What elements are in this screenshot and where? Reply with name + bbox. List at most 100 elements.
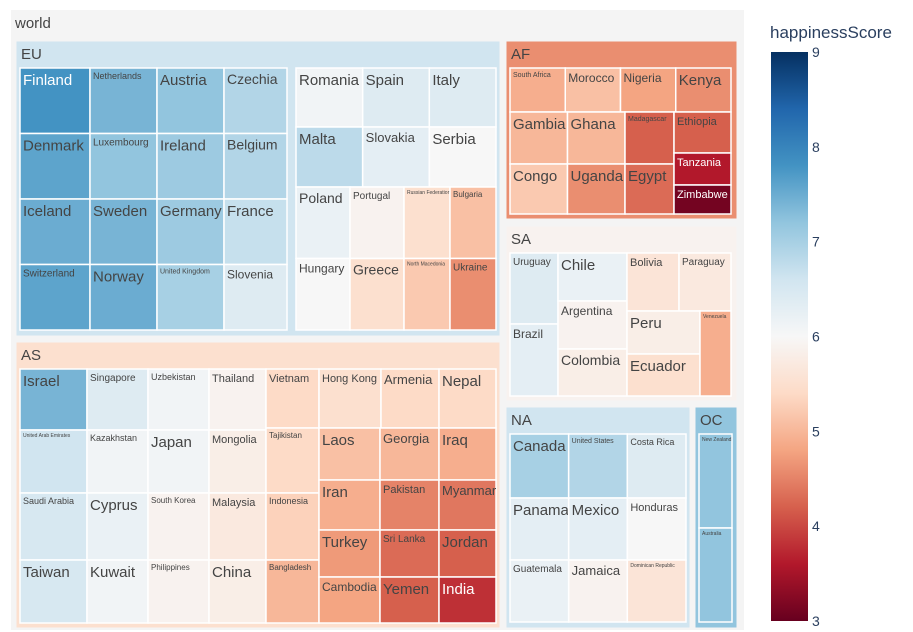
country-tile-north-macedonia[interactable]: North Macedonia — [403, 257, 451, 331]
country-rect[interactable] — [295, 257, 351, 331]
country-rect[interactable] — [223, 198, 288, 266]
country-tile-new-zealand[interactable]: New Zealand — [698, 433, 733, 529]
country-rect[interactable] — [147, 492, 210, 561]
country-tile-sri-lanka[interactable]: Sri Lanka — [379, 529, 440, 578]
country-rect[interactable] — [675, 67, 732, 113]
country-tile-madagascar[interactable]: Madagascar — [624, 111, 675, 165]
country-tile-australia[interactable]: Australia — [698, 527, 733, 623]
country-tile-united-states[interactable]: United States — [567, 433, 629, 499]
country-tile-czechia[interactable]: Czechia — [223, 67, 288, 135]
country-rect[interactable] — [86, 559, 149, 624]
country-tile-united-arab-emirates[interactable]: United Arab Emirates — [19, 429, 88, 494]
country-tile-kuwait[interactable]: Kuwait — [86, 559, 149, 624]
country-tile-belgium[interactable]: Belgium — [223, 132, 288, 200]
country-tile-spain[interactable]: Spain — [361, 67, 431, 128]
country-tile-luxembourg[interactable]: Luxembourg — [89, 132, 158, 200]
country-tile-iceland[interactable]: Iceland — [19, 198, 91, 266]
region-tile-as[interactable]: AS Israel Singapore Uzbekistan Thailand Unite… — [15, 341, 501, 629]
country-rect[interactable] — [428, 67, 497, 128]
country-tile-mongolia[interactable]: Mongolia — [208, 429, 267, 494]
country-tile-kazakhstan[interactable]: Kazakhstan — [86, 429, 149, 494]
country-rect[interactable] — [361, 126, 431, 188]
region-tile-af[interactable]: AF South Africa Morocco Nigeria Kenya Gambia G… — [505, 40, 738, 220]
country-rect[interactable] — [449, 186, 497, 260]
country-rect[interactable] — [438, 529, 497, 578]
country-tile-nigeria[interactable]: Nigeria — [619, 67, 677, 113]
country-rect[interactable] — [19, 492, 88, 561]
country-tile-russian-federation[interactable]: Russian Federation — [403, 186, 451, 260]
country-tile-armenia[interactable]: Armenia — [380, 368, 440, 429]
country-rect[interactable] — [208, 429, 267, 494]
country-rect[interactable] — [89, 198, 158, 266]
country-tile-morocco[interactable]: Morocco — [564, 67, 622, 113]
country-rect[interactable] — [380, 368, 440, 429]
country-rect[interactable] — [673, 184, 732, 215]
country-tile-sweden[interactable]: Sweden — [89, 198, 158, 266]
country-rect[interactable] — [265, 368, 320, 429]
country-rect[interactable] — [626, 310, 701, 355]
country-tile-malta[interactable]: Malta — [295, 126, 364, 188]
region-tile-eu[interactable]: EU Finland Denmark Iceland Switzerland Nether… — [15, 40, 501, 337]
country-tile-congo[interactable]: Congo — [509, 163, 569, 215]
country-tile-zimbabwe[interactable]: Zimbabwe — [673, 184, 732, 215]
country-tile-singapore[interactable]: Singapore — [86, 368, 149, 431]
country-tile-tajikistan[interactable]: Tajikistan — [265, 427, 320, 494]
country-tile-netherlands[interactable]: Netherlands — [89, 67, 158, 135]
country-rect[interactable] — [438, 368, 497, 429]
country-tile-malaysia[interactable]: Malaysia — [208, 492, 267, 561]
country-rect[interactable] — [698, 433, 733, 529]
country-tile-jamaica[interactable]: Jamaica — [567, 559, 629, 623]
country-rect[interactable] — [223, 67, 288, 135]
country-tile-myanmar[interactable]: Myanmar — [438, 479, 497, 531]
country-tile-denmark[interactable]: Denmark — [19, 132, 91, 200]
country-tile-iraq[interactable]: Iraq — [438, 427, 497, 481]
country-rect[interactable] — [567, 497, 629, 561]
country-rect[interactable] — [349, 257, 405, 331]
region-tile-na[interactable]: NA Canada United States Costa Rica Panama Mex… — [505, 406, 691, 629]
country-tile-serbia[interactable]: Serbia — [428, 126, 497, 188]
country-rect[interactable] — [89, 132, 158, 200]
country-tile-china[interactable]: China — [208, 559, 267, 624]
country-tile-vietnam[interactable]: Vietnam — [265, 368, 320, 429]
country-tile-ukraine[interactable]: Ukraine — [449, 257, 497, 331]
country-rect[interactable] — [626, 497, 687, 561]
country-tile-brazil[interactable]: Brazil — [509, 323, 559, 397]
country-tile-tanzania[interactable]: Tanzania — [673, 152, 732, 186]
country-tile-south-korea[interactable]: South Korea — [147, 492, 210, 561]
country-tile-kenya[interactable]: Kenya — [675, 67, 732, 113]
country-rect[interactable] — [698, 527, 733, 623]
country-tile-ireland[interactable]: Ireland — [156, 132, 225, 200]
country-rect[interactable] — [223, 132, 288, 200]
country-rect[interactable] — [619, 67, 677, 113]
country-tile-bolivia[interactable]: Bolivia — [626, 252, 680, 312]
country-rect[interactable] — [19, 429, 88, 494]
country-rect[interactable] — [509, 111, 569, 165]
country-tile-thailand[interactable]: Thailand — [208, 368, 267, 431]
country-rect[interactable] — [223, 263, 288, 331]
country-tile-peru[interactable]: Peru — [626, 310, 701, 355]
country-tile-uganda[interactable]: Uganda — [566, 163, 626, 215]
country-tile-nepal[interactable]: Nepal — [438, 368, 497, 429]
country-tile-norway[interactable]: Norway — [89, 263, 158, 331]
country-rect[interactable] — [318, 576, 381, 624]
country-rect[interactable] — [265, 559, 320, 624]
country-tile-japan[interactable]: Japan — [147, 429, 210, 494]
country-tile-uzbekistan[interactable]: Uzbekistan — [147, 368, 210, 431]
country-tile-indonesia[interactable]: Indonesia — [265, 492, 320, 561]
country-tile-iran[interactable]: Iran — [318, 479, 381, 531]
country-rect[interactable] — [438, 576, 497, 624]
country-rect[interactable] — [89, 263, 158, 331]
country-tile-ethiopia[interactable]: Ethiopia — [673, 111, 732, 154]
country-tile-philippines[interactable]: Philippines — [147, 559, 210, 624]
country-rect[interactable] — [156, 198, 225, 266]
country-rect[interactable] — [86, 429, 149, 494]
country-tile-chile[interactable]: Chile — [557, 252, 628, 302]
country-tile-ecuador[interactable]: Ecuador — [626, 353, 701, 397]
country-tile-costa-rica[interactable]: Costa Rica — [626, 433, 687, 499]
country-rect[interactable] — [449, 257, 497, 331]
country-rect[interactable] — [509, 323, 559, 397]
country-tile-switzerland[interactable]: Switzerland — [19, 263, 91, 331]
country-tile-gambia[interactable]: Gambia — [509, 111, 569, 165]
country-tile-cambodia[interactable]: Cambodia — [318, 576, 381, 624]
country-rect[interactable] — [509, 67, 566, 113]
